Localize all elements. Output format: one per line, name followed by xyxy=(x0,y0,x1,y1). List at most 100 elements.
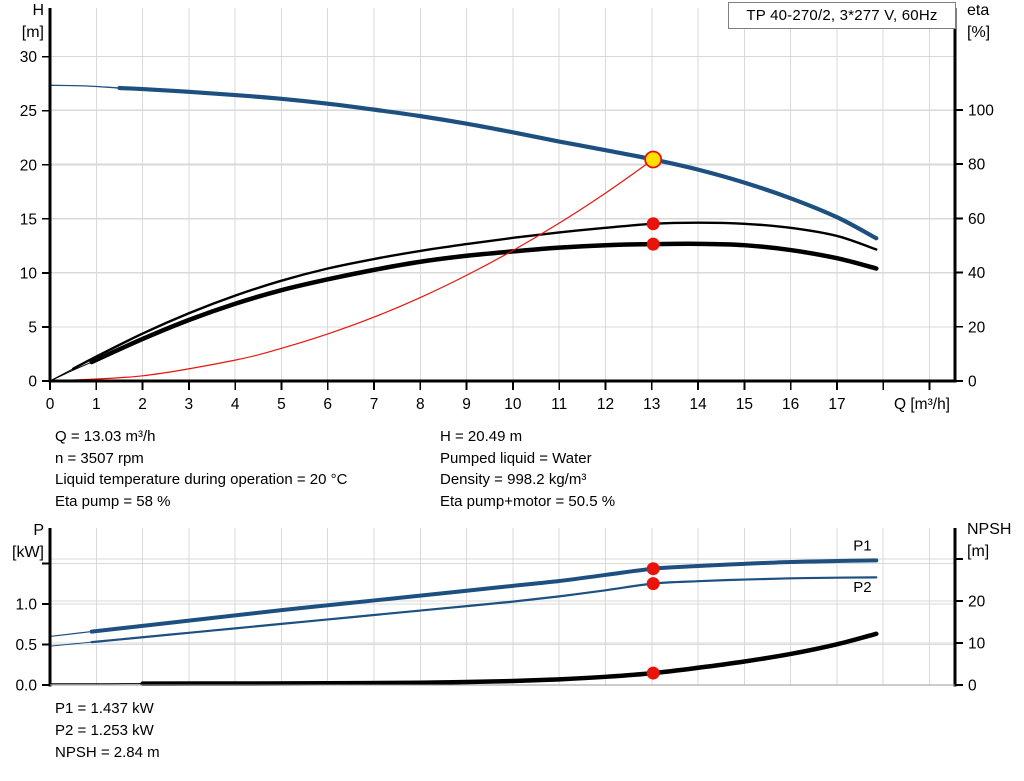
info-line-liquid-temp: Liquid temperature during operation = 20… xyxy=(55,471,348,489)
x-tick-label: 15 xyxy=(736,396,753,413)
left-tick-label: 0.0 xyxy=(15,678,37,695)
markers xyxy=(646,562,660,680)
tick-marks xyxy=(42,55,963,390)
p2-curve xyxy=(49,576,878,647)
p1-curve-main-segment xyxy=(89,558,879,634)
right-tick-label: 0 xyxy=(968,374,977,391)
curve-labels: P1 P2 xyxy=(853,538,871,596)
left-axis-unit-label: P xyxy=(33,522,44,539)
left-tick-label: 20 xyxy=(20,157,38,174)
info-line-density: Density = 998.2 kg/m³ xyxy=(440,471,587,489)
eta-pump-curve-main-segment xyxy=(71,221,878,371)
pump-type-title: TP 40-270/2, 3*277 V, 60Hz xyxy=(746,7,938,24)
pump-type-title-box: TP 40-270/2, 3*277 V, 60Hz xyxy=(728,2,956,29)
p1-point xyxy=(646,562,660,576)
eta-pump-point xyxy=(646,217,660,231)
axis-unit-labels: H [m] eta [%] xyxy=(22,2,990,41)
x-tick-label: 11 xyxy=(551,396,567,413)
curve-label-p2: P2 xyxy=(853,579,871,596)
npsh-curve-main-segment xyxy=(140,631,879,686)
left-tick-label: 10 xyxy=(20,265,38,282)
x-tick-label: 14 xyxy=(689,396,707,413)
eta-pump-motor-curve-thin-segment xyxy=(49,243,877,382)
x-tick-label: 1 xyxy=(92,396,101,413)
gridlines xyxy=(50,528,955,685)
info-line-speed: n = 3507 rpm xyxy=(55,449,144,467)
npsh-curve xyxy=(49,631,879,686)
system-curve xyxy=(49,158,654,382)
gridlines xyxy=(50,8,955,381)
x-tick-label: 13 xyxy=(643,396,660,413)
right-axis-unit-label: [%] xyxy=(967,24,990,41)
p1-curve-thin-segment xyxy=(49,559,877,638)
tick-labels: 0.0 0.5 1.0 0 10 20 xyxy=(15,594,985,695)
axis-unit-labels: P [kW] NPSH [m] xyxy=(12,522,1011,561)
right-tick-label: 60 xyxy=(968,211,986,228)
left-tick-label: 5 xyxy=(28,319,37,336)
info-line-q: Q = 13.03 m³/h xyxy=(55,428,156,445)
right-axis-unit-label: NPSH xyxy=(967,522,1011,538)
left-tick-label: 0.5 xyxy=(15,637,37,654)
x-tick-label: 9 xyxy=(462,396,471,413)
x-axis-label: Q [m³/h] xyxy=(894,396,950,413)
x-tick-label: 17 xyxy=(828,396,845,413)
left-axis-unit-label: [m] xyxy=(22,24,44,41)
x-tick-label: 5 xyxy=(277,396,286,413)
eta-pump-motor-point xyxy=(646,237,660,251)
x-tick-label: 0 xyxy=(46,396,55,413)
x-tick-label: 4 xyxy=(231,396,240,413)
right-tick-label: 40 xyxy=(968,265,986,282)
eta-pump-curve xyxy=(49,221,878,382)
p2-curve-thin-segment xyxy=(49,576,877,647)
info-line-head: H = 20.49 m xyxy=(440,428,523,445)
eta-pump-motor-curve-main-segment xyxy=(89,241,879,365)
right-tick-label: 80 xyxy=(968,157,986,174)
result-line-p1: P1 = 1.437 kW xyxy=(55,700,154,717)
x-tick-label: 16 xyxy=(782,396,799,413)
right-tick-label: 20 xyxy=(968,594,986,611)
left-tick-label: 1.0 xyxy=(15,597,37,614)
x-tick-label: 6 xyxy=(323,396,332,413)
x-tick-label: 3 xyxy=(185,396,194,413)
power-npsh-chart: 0.0 0.5 1.0 0 10 20 P [kW] NPSH [m] P1 P2 xyxy=(12,522,1011,695)
duty-info-left: Q = 13.03 m³/h n = 3507 rpm Liquid tempe… xyxy=(55,426,347,512)
left-tick-label: 15 xyxy=(20,211,37,228)
left-axis-unit-label: [kW] xyxy=(12,544,44,561)
right-tick-label: 100 xyxy=(968,102,994,119)
duty-info-right: H = 20.49 m Pumped liquid = Water Densit… xyxy=(440,426,615,512)
axes xyxy=(48,528,957,687)
npsh-point xyxy=(646,666,660,680)
left-tick-label: 30 xyxy=(20,49,38,66)
system-curve-main-segment xyxy=(49,158,654,382)
right-tick-label: 10 xyxy=(968,636,986,653)
tick-marks xyxy=(42,558,963,686)
x-tick-label: 10 xyxy=(504,396,522,413)
right-axis-unit-label: eta xyxy=(967,2,989,19)
result-line-p2: P2 = 1.253 kW xyxy=(55,722,154,739)
head-curve-thin-segment xyxy=(49,84,877,239)
axes xyxy=(48,8,957,383)
right-axis-unit-label: [m] xyxy=(967,543,989,560)
eta-pump-motor-curve xyxy=(49,241,879,382)
x-tick-label: 2 xyxy=(138,396,147,413)
markers xyxy=(644,150,663,251)
x-tick-label: 8 xyxy=(416,396,425,413)
p2-curve-main-segment xyxy=(90,576,878,644)
left-axis-unit-label: H xyxy=(32,2,44,19)
right-tick-label: 20 xyxy=(968,319,986,336)
right-tick-label: 0 xyxy=(968,678,977,695)
result-line-npsh: NPSH = 2.84 m xyxy=(55,744,160,761)
power-results: P1 = 1.437 kW P2 = 1.253 kW NPSH = 2.84 … xyxy=(55,698,160,764)
info-line-eta-pump-motor: Eta pump+motor = 50.5 % xyxy=(440,492,616,510)
x-tick-label: 12 xyxy=(597,396,614,413)
curve-label-p1: P1 xyxy=(853,538,871,555)
duty-point xyxy=(644,150,663,169)
head-curve-main-segment xyxy=(117,85,879,241)
info-line-eta-pump: Eta pump = 58 % xyxy=(55,492,171,510)
left-tick-label: 25 xyxy=(20,103,37,120)
x-tick-label: 7 xyxy=(370,396,379,413)
p2-point xyxy=(646,577,660,591)
